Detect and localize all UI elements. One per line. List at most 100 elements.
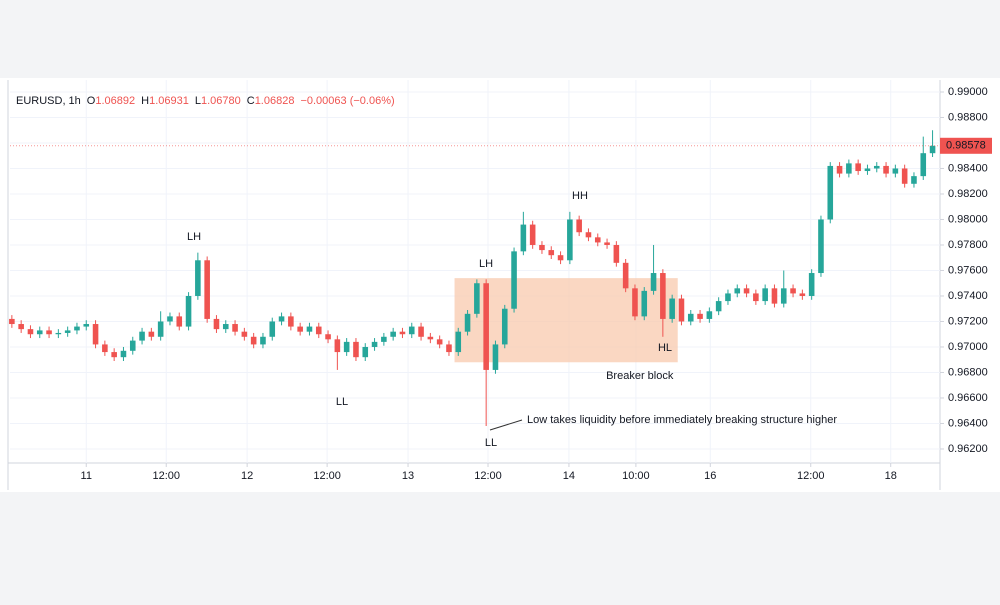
candle-body [204, 260, 210, 319]
x-tick-label: 18 [885, 470, 897, 482]
x-tick-label: 12:00 [797, 470, 825, 482]
candle-body [446, 344, 452, 353]
candle-body [780, 288, 787, 304]
candle-body [529, 224, 536, 245]
legend-value: 1.06931 [149, 95, 189, 107]
candle-body [74, 326, 80, 331]
breaker-block [454, 278, 678, 363]
candle-body [492, 344, 499, 370]
x-tick-label: 14 [563, 470, 575, 482]
candle-body [139, 331, 145, 341]
y-tick-label: 0.97400 [948, 290, 988, 302]
y-tick-label: 0.97600 [948, 264, 988, 276]
candle-body [901, 168, 908, 184]
candle-body [408, 326, 415, 335]
candles [9, 130, 936, 427]
candle-body [260, 336, 266, 345]
annotation: LL [336, 396, 348, 408]
candle-body [762, 288, 768, 302]
candle-body [102, 344, 108, 353]
candle-body [167, 316, 173, 322]
y-tick-label: 0.98200 [948, 188, 988, 200]
candle-body [548, 250, 555, 256]
candle-body [46, 330, 52, 335]
x-tick-label: 12:00 [313, 470, 341, 482]
candle-body [36, 330, 43, 335]
candle-body [27, 329, 34, 335]
x-tick-label: 12 [241, 470, 253, 482]
candle-body [325, 334, 331, 340]
legend-value: 1.06828 [255, 95, 295, 107]
candle-body [920, 153, 927, 177]
candle-body [632, 288, 638, 317]
candle-body [836, 165, 843, 174]
candle-body [213, 318, 220, 330]
y-tick-label: 0.97800 [948, 239, 988, 251]
candle-body [306, 326, 313, 332]
candle-body [669, 298, 675, 319]
candle-body [353, 341, 359, 358]
candle-body [315, 326, 322, 335]
candle-body [678, 298, 685, 322]
candle-body [622, 262, 629, 289]
legend-change: −0.00063 (−0.06%) [300, 95, 394, 107]
x-tick-label: 12:00 [152, 470, 180, 482]
candle-body [520, 224, 527, 252]
x-tick-label: 13 [402, 470, 414, 482]
candle-body [576, 219, 582, 233]
candle-body [343, 341, 350, 353]
y-tick-label: 0.98000 [948, 213, 988, 225]
legend-key: O [87, 95, 96, 107]
candle-body [818, 219, 824, 274]
candle-body [222, 324, 229, 330]
candle-body [455, 331, 462, 353]
y-tick-label: 0.99000 [948, 86, 988, 98]
candle-body [734, 288, 741, 294]
candle-body [650, 273, 657, 291]
candle-body [427, 336, 434, 340]
candle-body [855, 163, 861, 172]
y-tick-label: 0.96600 [948, 392, 988, 404]
grid: 0.96200 0.96400 0.96600 0.96800 0.97000 0.972… [10, 80, 988, 482]
candle-body [501, 308, 508, 345]
candle-body [483, 283, 489, 370]
candle-body [771, 288, 778, 304]
candle-body [585, 232, 592, 238]
zone-label: Breaker block [606, 370, 674, 382]
candle-body [55, 332, 62, 335]
candle-body [129, 340, 136, 351]
candle-body [892, 168, 899, 174]
annotation: Low takes liquidity before immediately b… [527, 414, 837, 426]
candle-body [436, 339, 443, 345]
candle-body [297, 326, 303, 332]
candle-body [92, 324, 99, 345]
candle-body [362, 346, 369, 358]
candle-body [557, 255, 564, 261]
candle-body [725, 293, 731, 302]
annotation: LH [187, 231, 201, 243]
candle-body [464, 313, 471, 332]
y-tick-label: 0.97200 [948, 315, 988, 327]
candle-body [334, 339, 341, 353]
x-tick-label: 11 [81, 470, 92, 482]
legend-symbol: EURUSD, 1h [16, 95, 81, 107]
candle-body [743, 288, 750, 294]
candle-body [111, 352, 117, 358]
legend-key: L [195, 95, 201, 107]
y-tick-label: 0.98400 [948, 162, 988, 174]
candle-body [846, 163, 852, 174]
candle-body [883, 165, 889, 174]
legend-key: H [141, 95, 149, 107]
candle-body [241, 331, 248, 337]
candle-body [185, 295, 192, 327]
candle-body [288, 316, 294, 327]
candle-body [511, 251, 517, 309]
candle-body [604, 242, 610, 245]
candle-body [911, 176, 917, 184]
candle-body [269, 321, 276, 337]
legend-value: 1.06892 [95, 95, 135, 107]
candle-body [250, 336, 257, 345]
